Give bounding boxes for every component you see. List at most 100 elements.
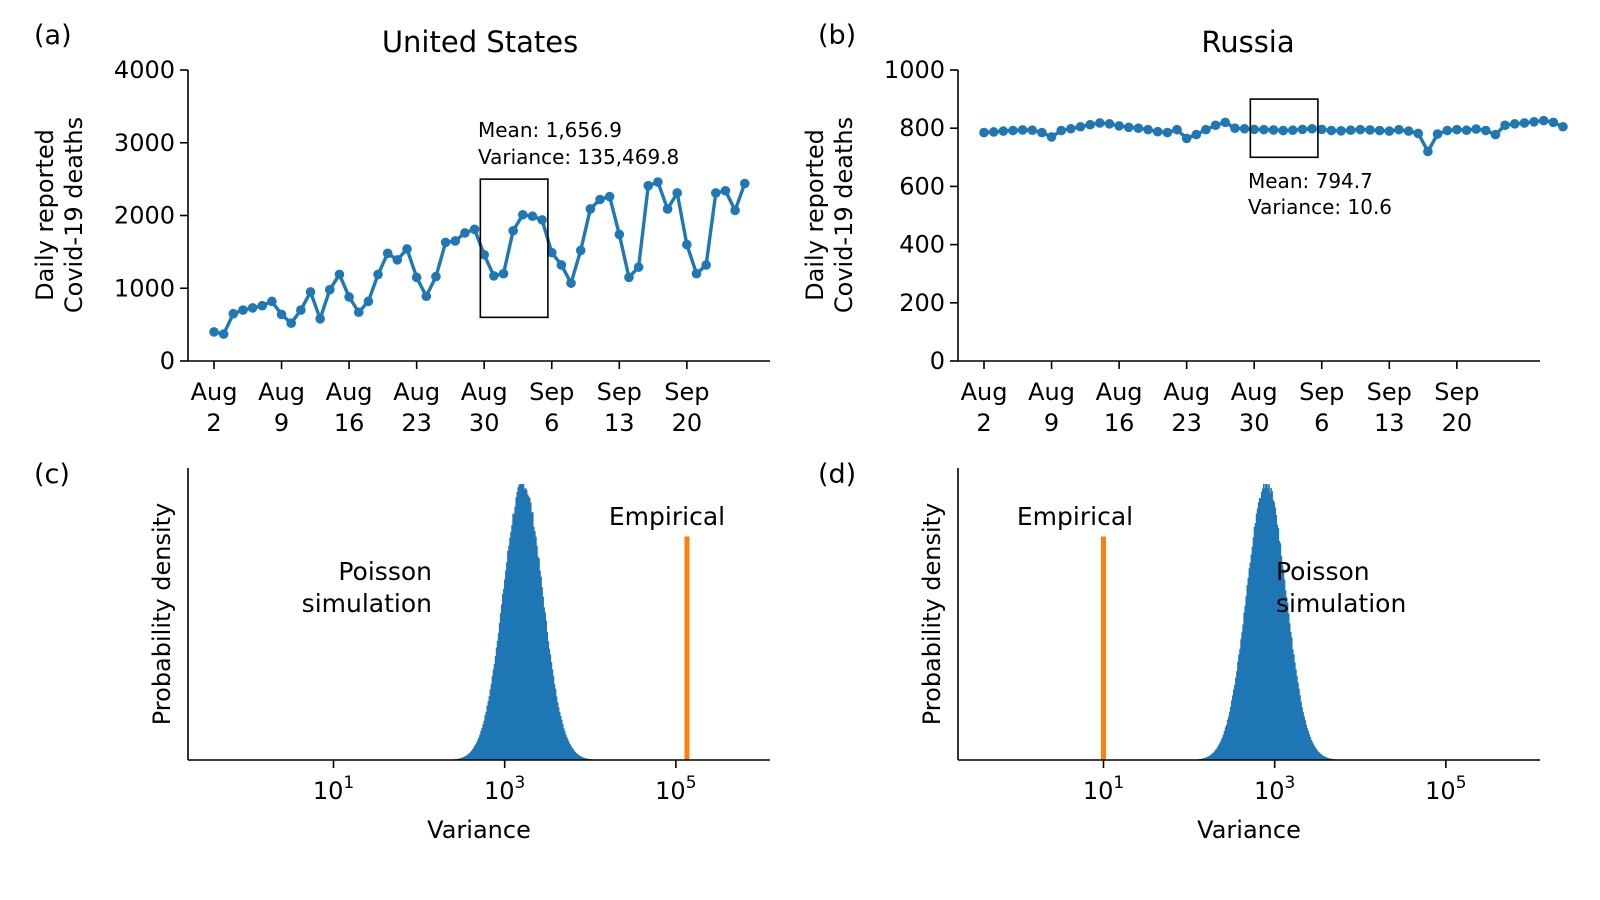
data-point [305,287,316,297]
y-axis-label-a-line2: Covid-19 deaths [60,117,88,313]
histogram-bar [1235,677,1237,760]
histogram-bar [542,596,544,760]
histogram-bar [532,526,535,760]
histogram-bar [1229,706,1232,760]
data-point [1481,125,1491,136]
histogram-bar [498,623,501,760]
histogram-bar [517,487,520,760]
histogram-bar [1273,502,1275,760]
histogram-bar [459,758,462,760]
histogram-bar [1291,649,1294,760]
histogram-bar [531,512,534,760]
data-point [566,278,576,288]
histogram-bar [535,536,537,760]
panel-label-b: (b) [818,20,856,51]
data-point [1432,129,1443,139]
histogram-bar [476,742,478,760]
histogram-bar [1317,751,1320,760]
histogram-bar [1265,484,1267,760]
data-point [1403,126,1414,136]
data-point [1336,126,1346,136]
data-point [1027,125,1038,136]
histogram-bar [529,502,532,760]
data-point [209,327,219,337]
histogram-bar [1322,756,1325,760]
histogram-bar [483,720,486,760]
histogram-poisson-simulation-d [1194,484,1339,760]
histogram-bar [577,754,580,760]
data-point [353,307,364,318]
histogram-bar [1203,758,1205,760]
histogram-bar [1260,491,1263,760]
data-point [518,209,528,220]
y-tick-label: 200 [899,289,945,317]
histogram-bar [1259,498,1262,760]
histogram-bar [520,484,523,760]
histogram-bar [522,484,525,760]
histogram-bar [1238,654,1240,760]
histogram-bar [567,739,569,760]
histogram-bar [1266,484,1268,760]
y-tick-label: 0 [930,347,945,375]
data-point [1037,127,1047,138]
histogram-bar [1205,757,1207,760]
x-tick-label: Aug [1231,378,1278,406]
histogram-bar [508,545,510,760]
histogram-bar [512,514,514,760]
histogram-bar [1326,757,1328,760]
data-point [739,178,750,189]
data-point [508,225,518,236]
histogram-bar [1208,756,1210,760]
data-point [296,305,306,315]
histogram-bar [530,512,533,760]
y-tick-label: 1000 [114,274,175,302]
histogram-bar [552,675,555,760]
data-point [998,126,1009,136]
data-point [421,291,432,302]
histogram-bar [558,712,561,760]
data-point [643,180,654,191]
histogram-bar [1228,711,1231,760]
histogram-bar [1319,753,1322,760]
histogram-bar [553,684,556,760]
data-point [1008,125,1018,136]
data-point [315,314,325,324]
histogram-bar [574,751,576,760]
x-tick-label: Aug [258,378,305,406]
histogram-bar [516,491,519,760]
data-point [382,248,393,259]
histogram-bar [1250,554,1253,760]
histogram-bar [1209,755,1211,760]
histogram-bar [513,513,515,760]
histogram-bar [506,562,508,760]
y-axis-b: 0 200 400 600 800 1000 [884,56,958,375]
data-point [1239,123,1250,134]
x-tick-label: 101 [313,773,354,805]
histogram-bar [480,730,482,760]
histogram-bar [1297,682,1299,760]
data-point [1538,115,1549,126]
data-point [1471,124,1481,134]
data-point [585,204,596,214]
y-tick-label: 2000 [114,202,175,230]
histogram-bar [490,683,493,760]
histogram-bar [541,587,543,760]
histogram-bar [465,755,468,760]
y-axis-label-c: Probability density [148,503,176,726]
x-tick-label: 23 [401,409,432,437]
data-point [1066,123,1076,134]
histogram-bar [473,747,475,760]
histogram-bar [1268,484,1270,760]
data-point [1461,125,1472,136]
data-point [1316,124,1327,135]
histogram-bar [467,753,470,760]
histogram-bar [463,756,466,760]
histogram-bar [1289,632,1292,760]
x-tick-label: 30 [1239,409,1270,437]
histogram-bar [566,737,568,760]
histogram-bar [1246,585,1249,760]
histogram-bar [1328,758,1330,760]
x-tick-label: 16 [334,409,365,437]
histogram-bar [485,711,488,760]
histogram-bar [1287,613,1290,760]
